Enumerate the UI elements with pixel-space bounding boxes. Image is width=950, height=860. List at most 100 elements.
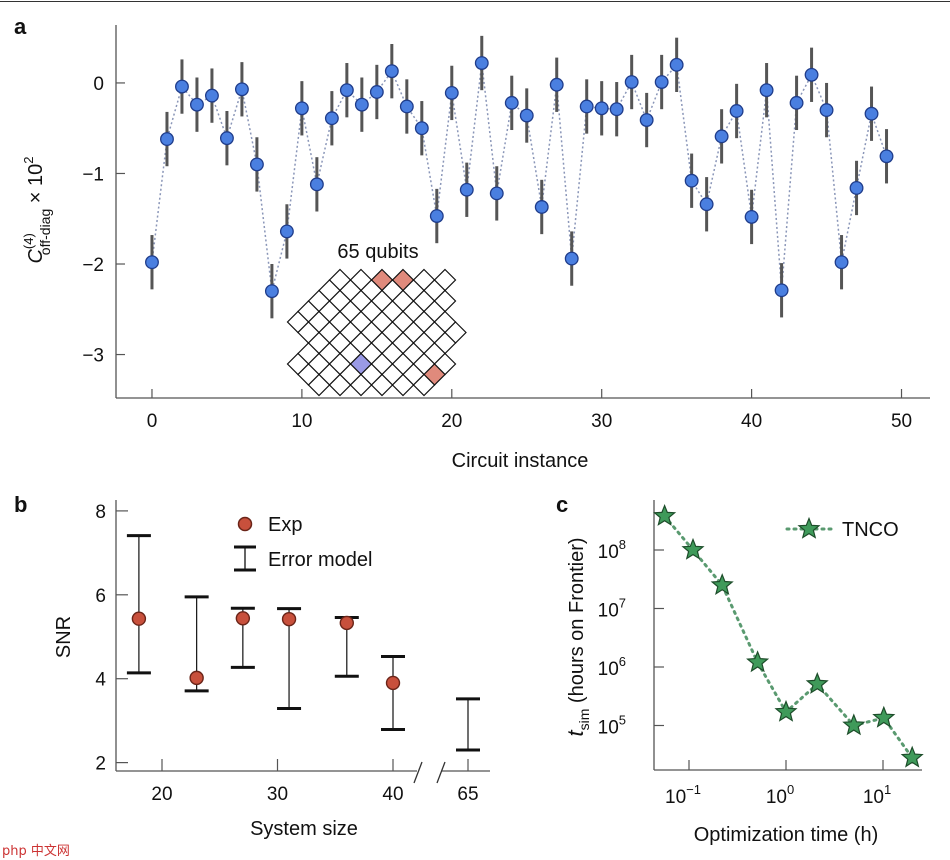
ylabel-symbol: C (25, 249, 47, 264)
data-point (309, 177, 324, 192)
legend-tnco-label: TNCO (842, 519, 899, 541)
legend-exp-label: Exp (268, 514, 302, 536)
data-point (429, 209, 444, 223)
x-tick-label: 20 (151, 784, 172, 805)
lattice-cell (328, 373, 352, 397)
x-tick-label: 65 (457, 784, 478, 805)
tnco-star-point (746, 650, 770, 673)
inset-label: 65 qubits (337, 241, 418, 263)
exp-data-point (339, 615, 354, 631)
data-point (219, 131, 234, 146)
panel-b-xlabel: System size (250, 818, 358, 840)
axis-break-mark (436, 761, 446, 784)
data-point (474, 56, 489, 70)
data-point (459, 182, 474, 197)
data-point (175, 79, 189, 94)
lattice-cell (307, 373, 331, 397)
legend-error-model-label: Error model (268, 549, 372, 571)
data-point (849, 181, 864, 195)
x-tick-label: 50 (891, 411, 912, 432)
data-point (324, 111, 339, 126)
data-point (414, 121, 429, 136)
data-point (879, 149, 894, 164)
x-tick-label: 100 (766, 782, 794, 808)
legend-tnco-star-icon (797, 516, 821, 539)
data-point (489, 186, 504, 201)
ylabel-suffix-sup: 2 (21, 156, 36, 163)
y-tick-label: 106 (598, 654, 626, 680)
ylabel-symbol: t (563, 730, 588, 737)
exp-data-point (235, 611, 251, 626)
legend-exp-marker (237, 516, 253, 532)
exp-data-point (189, 670, 204, 686)
lattice-cell (391, 373, 415, 397)
data-point (864, 106, 879, 121)
data-point (714, 129, 729, 144)
ylabel-suffix: × 10 (25, 164, 47, 209)
data-point (744, 209, 759, 224)
qubit-lattice-inset (286, 268, 467, 397)
data-point (354, 97, 369, 112)
x-tick-label: 10 (291, 411, 312, 432)
legend-error-model-marker (234, 545, 256, 572)
tnco-star-point (774, 699, 798, 722)
data-point (624, 75, 639, 89)
tnco-connector-line (663, 514, 914, 760)
data-point (249, 157, 264, 172)
panel-a-ylabel: C(4)off-diag × 102 (21, 156, 53, 263)
panel-b-ylabel: SNR (53, 616, 75, 658)
panel-c-ylabel: tsim (hours on Frontier) (563, 537, 592, 736)
x-tick-label: 30 (267, 784, 288, 805)
y-tick-label: 105 (598, 713, 626, 739)
y-tick-label: −3 (82, 346, 104, 367)
tnco-star-point (653, 503, 677, 526)
data-point (684, 173, 699, 188)
data-point (774, 283, 789, 298)
data-point (339, 83, 354, 98)
data-point (579, 99, 594, 114)
panel-b-chart: 8 6 4 2 20 30 40 65 (95, 500, 490, 805)
data-point (654, 75, 669, 89)
panel-label-c: c (556, 492, 568, 517)
panel-a-chart: 0 −1 −2 −3 0 10 20 30 40 50 (82, 25, 930, 432)
panel-c-chart: 108 107 106 105 10−1 100 101 (598, 500, 924, 808)
x-tick-label: 40 (741, 411, 762, 432)
y-tick-label: 2 (95, 754, 106, 775)
data-point (369, 85, 384, 99)
y-tick-label: 4 (95, 670, 106, 691)
data-point (234, 82, 249, 97)
lattice-cell (349, 373, 373, 397)
data-point (549, 77, 564, 92)
y-tick-label: 108 (598, 537, 626, 563)
data-point (399, 99, 414, 114)
lattice-cell (370, 373, 394, 397)
exp-data-point (131, 611, 147, 626)
x-tick-label: 10−1 (665, 782, 701, 808)
data-point (145, 255, 159, 270)
ylabel-suffix: (hours on Frontier) (566, 537, 588, 708)
data-point (669, 57, 684, 72)
y-tick-label: 8 (95, 502, 106, 523)
data-point (609, 102, 624, 117)
x-tick-label: 20 (441, 411, 462, 432)
data-point (279, 224, 294, 239)
data-point (504, 95, 519, 110)
exp-data-point (385, 675, 401, 691)
x-tick-label: 101 (863, 782, 891, 808)
y-tick-label: 6 (95, 586, 106, 607)
x-tick-label: 40 (382, 784, 403, 805)
tnco-star-point (872, 705, 896, 728)
data-point (384, 64, 399, 79)
tnco-star-point (842, 713, 866, 736)
tnco-star-point (710, 573, 734, 596)
ylabel-sub: off-diag (37, 209, 53, 255)
tnco-star-point (805, 671, 829, 694)
axis-break-mark (413, 761, 423, 784)
data-point (729, 104, 744, 118)
lattice-cell (412, 373, 436, 397)
tnco-star-point (681, 537, 705, 560)
data-point (639, 113, 654, 128)
data-point (564, 251, 579, 266)
data-point (519, 108, 534, 123)
data-point (160, 132, 174, 147)
